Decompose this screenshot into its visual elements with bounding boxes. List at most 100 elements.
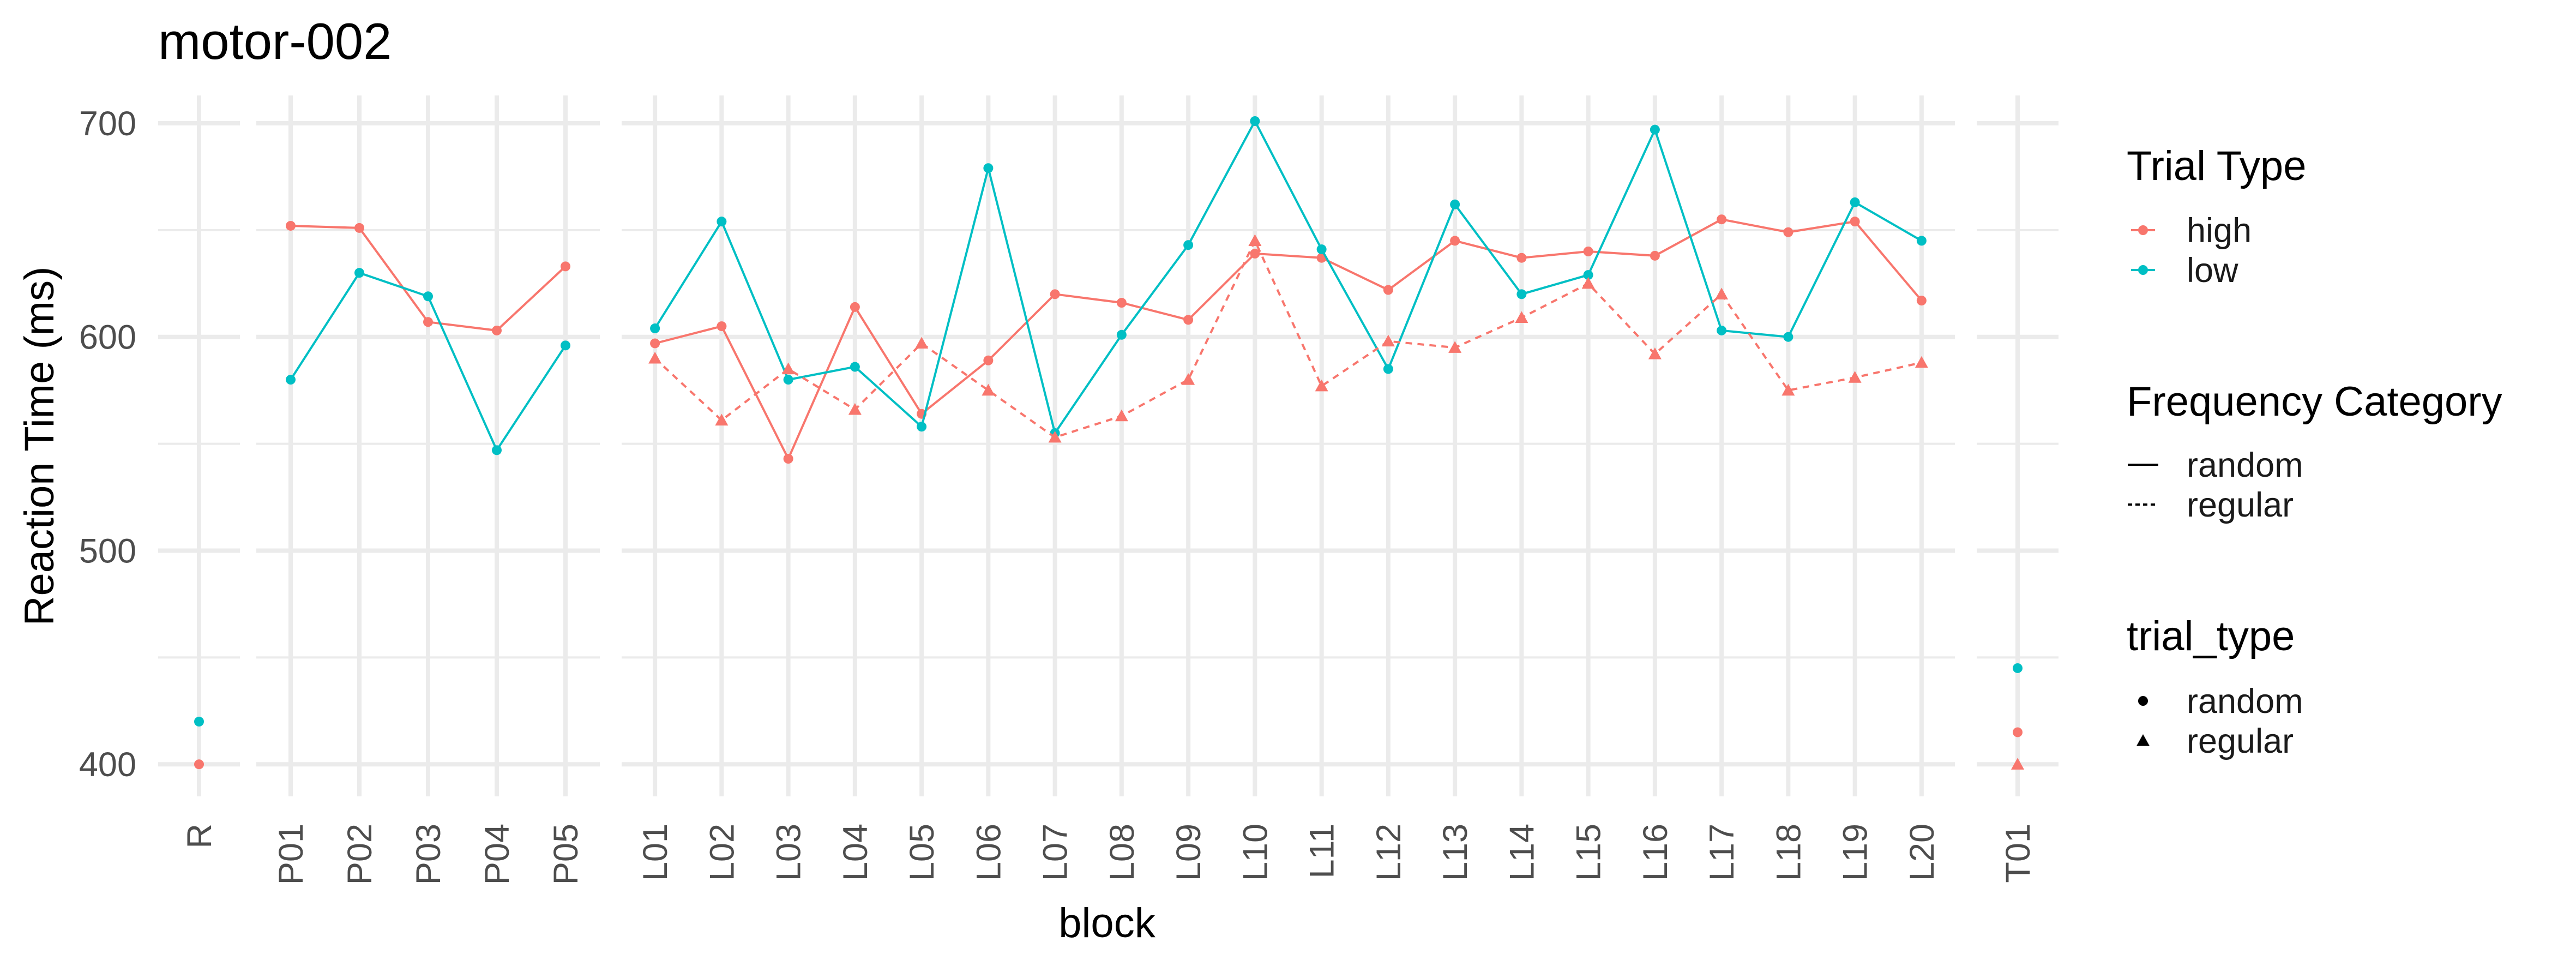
x-tick-label: L03 xyxy=(770,824,808,881)
data-point xyxy=(492,325,502,335)
data-point xyxy=(1850,197,1860,207)
data-point xyxy=(1250,116,1260,127)
data-point xyxy=(423,317,433,327)
y-tick-label: 600 xyxy=(79,319,136,357)
series-high-random xyxy=(194,214,2023,770)
data-point xyxy=(650,323,660,334)
data-point xyxy=(982,383,995,396)
data-point xyxy=(1650,124,1660,135)
x-tick-label: L07 xyxy=(1037,824,1075,881)
x-tick-label: L09 xyxy=(1170,824,1208,881)
data-point xyxy=(194,716,204,727)
data-point xyxy=(781,362,795,375)
legend-label: high xyxy=(2187,212,2252,250)
x-tick-label: L05 xyxy=(903,824,941,881)
y-axis-title: Reaction Time (ms) xyxy=(16,267,63,626)
data-point xyxy=(783,375,793,385)
legend-key-point xyxy=(2138,696,2148,706)
legend-label: random xyxy=(2187,682,2303,721)
data-point xyxy=(1316,244,1327,255)
x-tick-label: L15 xyxy=(1570,824,1608,881)
data-point xyxy=(1183,240,1194,250)
legend-label: regular xyxy=(2187,486,2294,524)
x-tick-label: L02 xyxy=(703,824,741,881)
x-tick-label: L08 xyxy=(1103,824,1141,881)
data-point xyxy=(850,362,860,372)
data-point xyxy=(1850,217,1860,227)
data-point xyxy=(650,338,660,349)
data-point xyxy=(561,261,570,272)
data-point xyxy=(1250,248,1260,259)
data-point xyxy=(717,217,727,227)
data-point xyxy=(354,223,364,233)
data-point xyxy=(194,759,204,770)
data-point xyxy=(286,220,296,231)
x-tick-label: R xyxy=(180,824,219,849)
x-axis-title: block xyxy=(1058,900,1155,946)
data-point xyxy=(1383,285,1393,295)
series-line xyxy=(654,118,1922,436)
data-point xyxy=(1182,373,1195,385)
data-point xyxy=(1515,311,1528,323)
data-point xyxy=(354,268,364,278)
data-point xyxy=(848,403,862,415)
data-point xyxy=(850,302,860,312)
data-point xyxy=(1648,347,1662,359)
data-point xyxy=(1450,236,1460,246)
chart-title: motor-002 xyxy=(158,13,392,70)
x-tick-label: P03 xyxy=(410,824,448,885)
series-layer xyxy=(194,116,2024,770)
data-point xyxy=(1783,332,1793,342)
data-point xyxy=(915,337,929,349)
x-tick-label: L01 xyxy=(636,824,675,881)
legend-label: random xyxy=(2187,446,2303,484)
x-tick-label: L10 xyxy=(1236,824,1274,881)
data-point xyxy=(286,375,296,385)
data-point xyxy=(1583,270,1593,280)
data-point xyxy=(2011,758,2024,770)
legend-label: low xyxy=(2187,251,2238,290)
data-point xyxy=(1381,334,1395,347)
data-point xyxy=(492,445,502,455)
data-point xyxy=(1650,250,1660,261)
data-point xyxy=(1315,379,1328,392)
data-point xyxy=(1116,329,1127,340)
data-point xyxy=(1116,298,1127,308)
data-point xyxy=(1717,325,1727,335)
data-point xyxy=(717,321,727,332)
data-point xyxy=(1848,371,1862,383)
data-point xyxy=(648,351,662,364)
data-point xyxy=(1783,227,1793,237)
legend-title: Frequency Category xyxy=(2127,379,2502,425)
legend-key-point xyxy=(2138,225,2148,235)
data-point xyxy=(2013,663,2023,673)
x-tick-label: L06 xyxy=(970,824,1008,881)
y-tick-label: 400 xyxy=(79,746,136,784)
data-point xyxy=(783,454,793,464)
data-point xyxy=(1916,236,1927,246)
data-point xyxy=(1915,356,1928,368)
x-tick-label: P01 xyxy=(272,824,310,885)
legend-label: regular xyxy=(2187,722,2294,760)
y-tick-label: 500 xyxy=(79,532,136,570)
x-tick-label: L16 xyxy=(1636,824,1675,881)
series-line xyxy=(654,238,1922,439)
x-tick-label: P04 xyxy=(478,824,516,885)
tick-layer: 400 500 600 700 R P01 P02 P03 P04 P05 L01 L02 L03 L04… xyxy=(79,105,2037,885)
legend-title: trial_type xyxy=(2127,613,2295,659)
data-point xyxy=(1717,214,1727,225)
data-point xyxy=(1050,289,1060,299)
data-point xyxy=(1715,287,1729,299)
data-point xyxy=(1581,277,1595,289)
data-point xyxy=(1248,234,1262,247)
data-point xyxy=(983,163,994,173)
series-low-random xyxy=(194,116,2023,727)
data-point xyxy=(1115,409,1128,422)
x-tick-label: L14 xyxy=(1503,824,1541,881)
x-tick-label: T01 xyxy=(1999,824,2037,883)
